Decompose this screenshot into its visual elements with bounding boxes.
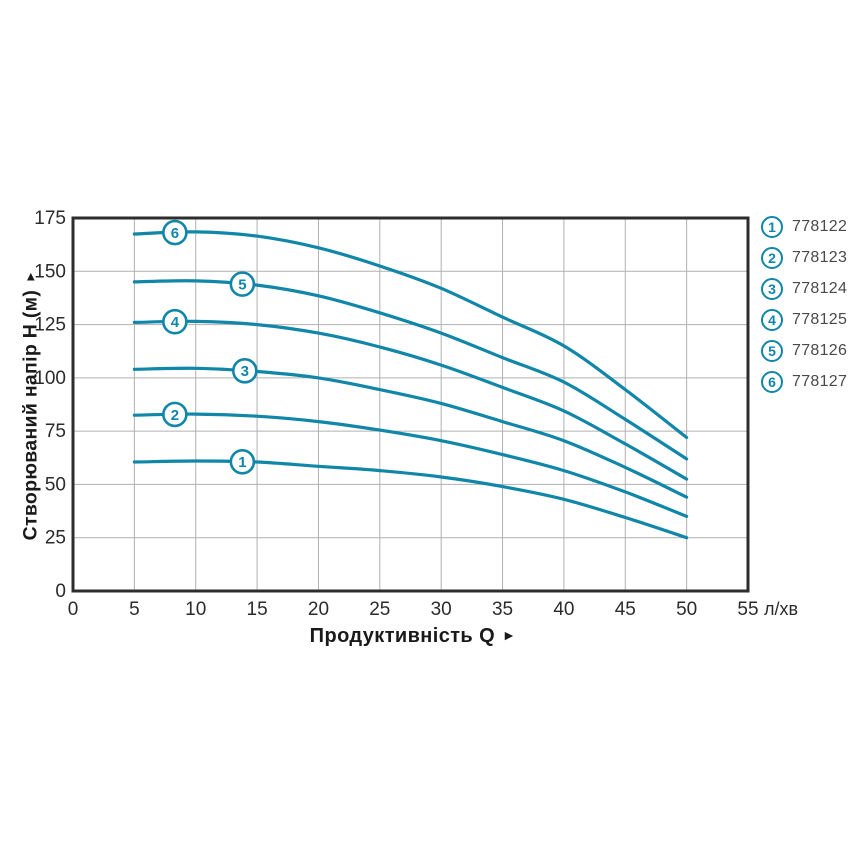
curve-marker-number: 5 xyxy=(238,277,246,294)
legend: 1 778122 2 778123 3 778124 4 778125 5 778126 6 7781… xyxy=(761,216,847,402)
curve-marker-number: 2 xyxy=(171,407,179,424)
curve-marker-number: 4 xyxy=(171,314,180,331)
curve-marker-circle xyxy=(162,219,188,246)
curve-marker-number: 3 xyxy=(241,363,249,380)
x-tick-label: 10 xyxy=(185,599,206,620)
curve-marker-number: 6 xyxy=(171,225,179,242)
legend-series-badge: 6 xyxy=(761,371,783,393)
curve-marker-2: 2 xyxy=(162,401,188,428)
y-tick-label: 50 xyxy=(45,474,66,495)
legend-series-badge: 3 xyxy=(761,278,783,300)
curve-series-3 xyxy=(132,366,689,499)
legend-model-label: 778125 xyxy=(792,311,848,328)
legend-model-label: 778124 xyxy=(792,280,848,297)
legend-item-778126: 5 778126 xyxy=(761,340,847,362)
curve-marker-circle xyxy=(229,448,256,475)
curve-marker-circle xyxy=(162,401,188,428)
legend-model-label: 778127 xyxy=(792,373,848,390)
legend-series-badge: 4 xyxy=(761,309,783,331)
curve-series-2 xyxy=(132,412,689,518)
legend-series-badge: 5 xyxy=(761,340,783,362)
x-tick-label: 45 xyxy=(615,599,636,620)
curve-series-1 xyxy=(132,459,689,540)
x-tick-label: 50 xyxy=(676,599,697,620)
x-axis-arrow-icon: ► xyxy=(502,627,517,643)
y-axis-label: Створюваний напір Н (м) xyxy=(19,289,42,541)
legend-model-label: 778126 xyxy=(792,342,848,359)
legend-item-778123: 2 778123 xyxy=(761,247,847,269)
curve-marker-circle xyxy=(162,308,188,335)
legend-series-badge: 2 xyxy=(761,247,783,269)
x-tick-label: 0 xyxy=(68,599,79,620)
legend-item-778122: 1 778122 xyxy=(761,216,847,238)
x-tick-label: 5 xyxy=(129,599,140,620)
plot-border xyxy=(71,216,750,593)
x-tick-label: 35 xyxy=(492,599,513,620)
legend-series-badge: 1 xyxy=(761,216,783,238)
curve-marker-circle xyxy=(229,271,256,297)
x-tick-label: 15 xyxy=(247,599,268,620)
x-tick-label: 30 xyxy=(431,599,452,620)
curve-marker-1: 1 xyxy=(229,448,256,475)
curve-series-6 xyxy=(132,230,689,440)
y-tick-label: 125 xyxy=(34,315,66,336)
x-tick-label: 40 xyxy=(553,599,574,620)
curve-marker-number: 1 xyxy=(238,454,246,471)
y-axis-title: Створюваний напір Н (м) ▲ xyxy=(19,268,43,541)
y-tick-label: 175 xyxy=(34,208,66,229)
curve-number-markers: 1 2 3 4 5 6 xyxy=(162,219,258,475)
legend-item-778125: 4 778125 xyxy=(761,309,847,331)
y-tick-label: 150 xyxy=(34,261,66,282)
x-tick-label: 55 xyxy=(737,599,758,620)
y-tick-label: 0 xyxy=(55,581,66,602)
x-axis-title: Продуктивність Q ► xyxy=(73,625,753,648)
y-tick-label: 75 xyxy=(45,421,66,442)
axis-tick-labels: 0 5 10 15 20 25 30 35 40 45 50 55025507510012515017… xyxy=(34,208,798,620)
y-tick-label: 25 xyxy=(45,528,66,549)
x-tick-label: 25 xyxy=(369,599,390,620)
curve-marker-6: 6 xyxy=(162,219,188,246)
y-tick-label: 100 xyxy=(34,368,66,389)
legend-item-778124: 3 778124 xyxy=(761,278,847,300)
y-axis-arrow-icon: ▲ xyxy=(24,268,38,284)
legend-item-778127: 6 778127 xyxy=(761,371,847,393)
legend-model-label: 778123 xyxy=(792,249,848,266)
curve-series-4 xyxy=(132,319,689,481)
curve-marker-circle xyxy=(232,358,258,384)
legend-model-label: 778122 xyxy=(792,218,848,235)
curve-marker-4: 4 xyxy=(162,308,188,335)
x-axis-unit-label: л/хв xyxy=(764,599,798,619)
x-tick-label: 20 xyxy=(308,599,329,620)
pump-curves xyxy=(132,230,689,540)
x-axis-label: Продуктивність Q xyxy=(309,625,496,647)
curve-marker-5: 5 xyxy=(229,271,256,297)
curve-marker-3: 3 xyxy=(232,358,258,384)
